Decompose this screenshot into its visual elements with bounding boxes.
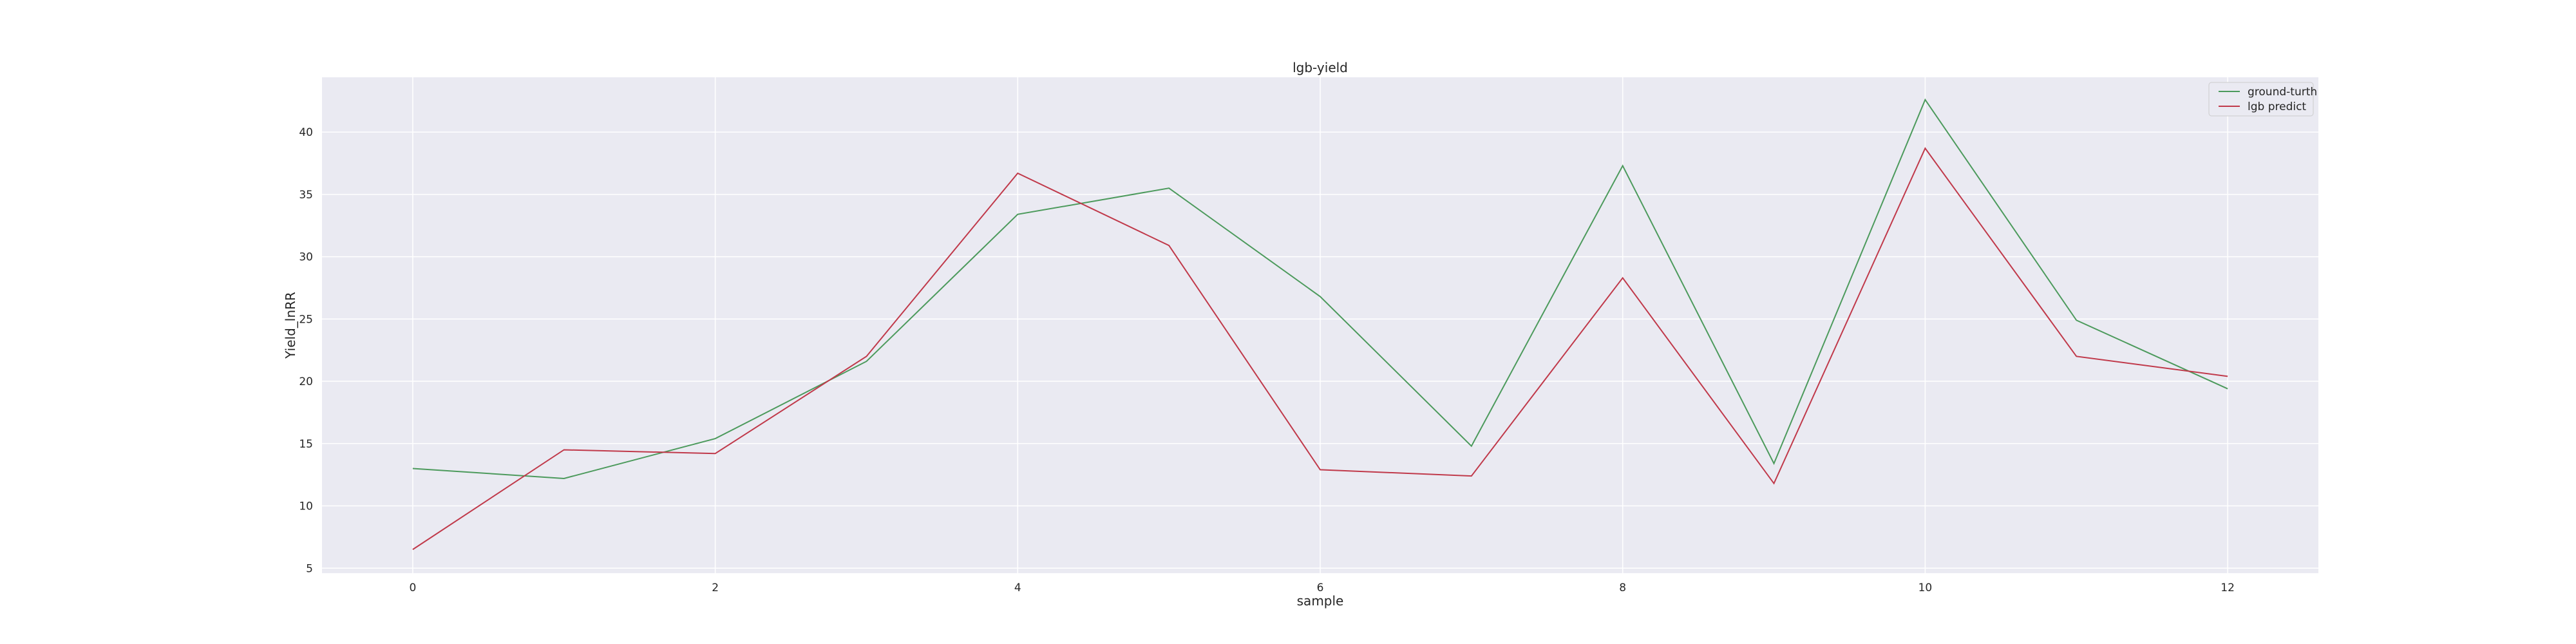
legend-label-ground-truth: ground-turth	[2248, 86, 2317, 99]
x-axis-label: sample	[1297, 593, 1344, 609]
y-tick-label: 25	[299, 313, 313, 326]
y-tick-label: 20	[299, 375, 313, 388]
legend-label-lgb-predict: lgb predict	[2248, 100, 2306, 113]
x-tick-label: 8	[1619, 582, 1626, 594]
x-tick-label: 4	[1014, 582, 1021, 594]
y-tick-label: 5	[306, 562, 313, 575]
x-tick-label: 6	[1317, 582, 1324, 594]
y-axis-label: Yield_lnRR	[283, 292, 298, 359]
legend: ground-turth lgb predict	[2208, 82, 2317, 117]
y-tick-label: 35	[299, 189, 313, 202]
x-tick-label: 10	[1918, 582, 1933, 594]
tick-labels: 0 2 4 6 8 10 12 5 10 15 20 25 30 35 40	[299, 126, 2235, 594]
y-tick-label: 10	[299, 500, 313, 513]
chart-title: lgb-yield	[1293, 60, 1348, 75]
series-line-ground-turth	[412, 98, 2228, 479]
series-lines	[412, 98, 2228, 551]
series-line-lgb-predict	[412, 147, 2228, 551]
x-tick-label: 0	[409, 582, 416, 594]
grid-lines	[322, 77, 2318, 573]
y-tick-label: 15	[299, 438, 313, 451]
x-tick-label: 2	[712, 582, 719, 594]
y-tick-label: 30	[299, 251, 313, 264]
y-tick-label: 40	[299, 126, 313, 139]
x-tick-label: 12	[2221, 582, 2235, 594]
